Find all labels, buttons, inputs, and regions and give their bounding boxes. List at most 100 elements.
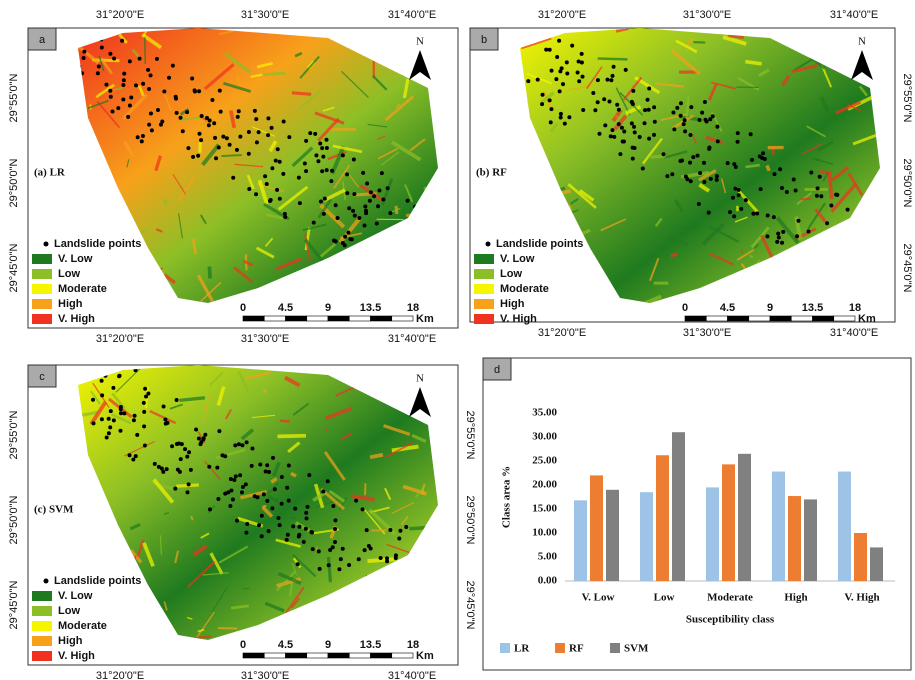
landslide-point: [322, 196, 327, 201]
landslide-point: [775, 239, 780, 244]
landslide-point: [345, 172, 350, 177]
landslide-point: [156, 464, 161, 469]
landslide-point: [266, 529, 271, 534]
landslide-point: [263, 469, 268, 474]
landslide-point: [112, 56, 117, 61]
top-coord: 31°30'0"E: [683, 9, 731, 21]
landslide-point: [127, 103, 132, 108]
landslide-point: [540, 92, 545, 97]
texture-streak: [814, 208, 827, 223]
legend-point: [43, 241, 49, 247]
landslide-point: [324, 146, 329, 151]
landslide-point: [108, 94, 113, 99]
landslide-point: [620, 139, 625, 144]
texture-streak: [163, 273, 177, 285]
landslide-point: [347, 206, 352, 211]
map-panel: b (b) RF N Landslide points V. Low Low Moderat…: [469, 9, 913, 339]
landslide-point: [324, 137, 329, 142]
x-axis-title: Susceptibility class: [686, 614, 775, 626]
landslide-point: [279, 474, 284, 479]
texture-streak: [190, 515, 194, 521]
landslide-point: [174, 110, 179, 115]
landslide-point: [285, 485, 290, 490]
texture-streak: [323, 188, 346, 202]
landslide-point: [338, 557, 343, 562]
scale-label: 9: [325, 639, 331, 651]
legend-swatch: [610, 643, 620, 653]
landslide-point: [277, 159, 282, 164]
landslide-point: [265, 498, 270, 503]
landslide-point: [544, 47, 549, 52]
texture-streak: [333, 164, 351, 189]
texture-streak: [87, 99, 109, 110]
landslide-point: [393, 555, 398, 560]
landslide-point: [203, 432, 208, 437]
landslide-point: [320, 146, 325, 151]
texture-streak: [760, 234, 775, 262]
landslide-point: [564, 60, 569, 65]
right-coord: 29°55'0"N: [464, 411, 476, 460]
landslide-point: [162, 89, 167, 94]
legend-label: SVM: [624, 643, 649, 655]
texture-streak: [89, 390, 101, 405]
texture-streak: [780, 74, 791, 87]
landslide-point: [270, 506, 275, 511]
landslide-point: [304, 169, 309, 174]
landslide-point: [579, 60, 584, 65]
texture-streak: [197, 628, 205, 633]
landslide-point: [356, 557, 361, 562]
landslide-point: [96, 64, 101, 69]
landslide-point: [258, 462, 263, 467]
texture-streak: [299, 89, 322, 110]
texture-streak: [380, 151, 400, 166]
landslide-point: [780, 240, 785, 245]
texture-streak: [402, 78, 410, 99]
landslide-point: [266, 116, 271, 121]
texture-streak: [123, 140, 135, 158]
scale-segment: [306, 315, 329, 322]
landslide-point: [337, 567, 342, 572]
landslide-point: [352, 191, 357, 196]
landslide-point: [256, 130, 261, 135]
texture-streak: [745, 59, 762, 66]
landslide-point: [246, 151, 251, 156]
y-tick-label: 20.00: [532, 479, 557, 491]
legend-swatch: [32, 636, 52, 646]
texture-streak: [192, 544, 208, 557]
legend-points-label: Landslide points: [54, 575, 141, 587]
legend-class: High: [58, 298, 83, 310]
landslide-point: [279, 501, 284, 506]
landslide-point: [108, 409, 113, 414]
landslide-point: [845, 207, 850, 212]
landslide-point: [186, 482, 191, 487]
landslide-point: [161, 404, 166, 409]
landslide-point: [243, 482, 248, 487]
map-title: (c) SVM: [34, 504, 74, 516]
landslide-point: [149, 128, 154, 133]
texture-streak: [549, 122, 559, 133]
scale-segment: [684, 315, 707, 322]
bar: [606, 489, 619, 581]
landslide-point: [366, 544, 371, 549]
texture-streak: [174, 550, 180, 564]
landslide-point: [245, 522, 250, 527]
texture-streak: [262, 71, 286, 77]
legend-swatch: [32, 314, 52, 324]
landslide-point: [825, 221, 830, 226]
landslide-point: [276, 516, 281, 521]
landslide-point: [235, 114, 240, 119]
landslide-point: [121, 82, 126, 87]
landslide-point: [275, 187, 280, 192]
north-arrow: [851, 50, 873, 80]
landslide-point: [236, 442, 241, 447]
landslide-point: [771, 215, 776, 220]
scale-unit: Km: [416, 650, 434, 662]
texture-streak: [218, 545, 249, 564]
landslide-point: [174, 398, 179, 403]
texture-streak: [722, 35, 747, 46]
texture-streak: [209, 371, 224, 386]
landslide-point: [122, 411, 127, 416]
landslide-point: [160, 119, 165, 124]
texture-streak: [369, 452, 384, 460]
left-coord: 29°55'0"N: [8, 410, 20, 459]
